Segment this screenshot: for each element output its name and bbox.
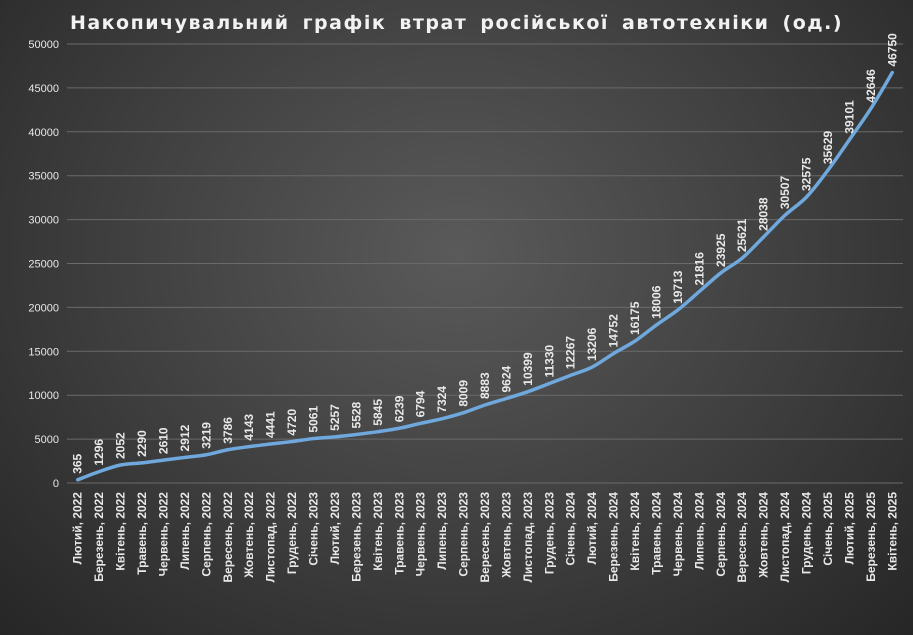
x-tick-label: Квітень, 2022 [114,492,128,571]
x-tick-label: Листопад, 2024 [778,492,792,583]
x-tick-label: Вересень, 2023 [478,492,492,583]
y-tick-label: 0 [53,478,59,490]
x-tick-label: Січень, 2023 [307,492,321,566]
data-label: 5845 [371,399,385,426]
x-tick-label: Березень, 2025 [864,492,878,582]
series-group [75,70,895,482]
data-label: 2052 [114,432,128,459]
y-tick-label: 20000 [28,302,59,314]
data-label: 4720 [285,409,299,436]
y-tick-label: 5000 [35,434,59,446]
x-tick-label: Грудень, 2023 [542,492,556,574]
x-tick-label: Червень, 2022 [156,492,170,577]
data-label: 19713 [671,270,685,304]
x-tick-label: Серпень, 2023 [457,492,471,577]
x-tick-label: Березень, 2022 [92,492,106,582]
gridlines [67,43,903,484]
x-tick-label: Серпень, 2022 [199,492,213,577]
x-tick-label: Січень, 2025 [821,492,835,566]
data-label: 13206 [585,327,599,361]
data-label: 7324 [435,386,449,413]
x-tick-label: Березень, 2024 [607,492,621,582]
data-label: 35629 [821,130,835,164]
data-label: 5061 [307,406,321,433]
x-tick-label: Травень, 2022 [135,492,149,575]
y-tick-label: 25000 [28,259,59,271]
y-tick-label: 50000 [28,39,59,51]
data-label: 30507 [778,175,792,209]
data-labels: 365 1296 2052 2290 2610 2912 3219 3786 4143 4441 4… [71,33,900,474]
x-tick-label: Січень, 2024 [564,492,578,566]
x-tick-label: Березень, 2023 [349,492,363,582]
x-tick-label: Лютий, 2024 [585,492,599,565]
x-tick-label: Жовтень, 2024 [757,492,771,579]
data-label: 8883 [478,372,492,399]
data-label: 42646 [864,69,878,103]
x-tick-label: Вересень, 2024 [735,492,749,583]
data-label: 4143 [242,414,256,441]
data-label: 2290 [135,430,149,457]
y-tick-label: 45000 [28,83,59,95]
x-axis-ticks: Лютий, 2022 Березень, 2022 Квітень, 2022 Тр… [71,492,900,583]
x-tick-label: Лютий, 2023 [328,492,342,565]
data-label: 9624 [499,365,513,392]
data-label: 14752 [607,314,621,348]
data-label: 23925 [714,233,728,267]
x-tick-label: Травень, 2024 [649,492,663,575]
x-tick-label: Листопад, 2023 [521,492,535,583]
x-tick-label: Грудень, 2024 [800,492,814,574]
data-label: 365 [71,453,85,473]
x-tick-label: Квітень, 2023 [371,492,385,571]
y-tick-label: 40000 [28,127,59,139]
y-axis-ticks: 0 5000 10000 15000 20000 25000 30000 35000 40000… [28,39,59,490]
x-tick-label: Жовтень, 2023 [499,492,513,579]
data-label: 6794 [414,390,428,417]
x-tick-label: Жовтень, 2022 [242,492,256,579]
y-tick-label: 15000 [28,346,59,358]
x-tick-label: Лютий, 2022 [71,492,85,565]
data-label: 25621 [735,218,749,252]
x-tick-label: Липень, 2024 [692,492,706,570]
x-tick-label: Грудень, 2022 [285,492,299,574]
data-label: 3786 [221,417,235,444]
data-label: 11330 [542,344,556,377]
data-label: 28038 [757,197,771,231]
x-tick-label: Лютий, 2025 [842,492,856,565]
chart-title: Накопичувальний графік втрат російської … [69,12,844,34]
data-label: 46750 [885,33,899,67]
y-tick-label: 30000 [28,215,59,227]
data-label: 10399 [521,352,535,386]
x-tick-label: Червень, 2023 [414,492,428,577]
x-tick-label: Серпень, 2024 [714,492,728,577]
x-tick-label: Квітень, 2024 [628,492,642,571]
data-label: 39101 [842,100,856,134]
data-label: 5528 [349,401,363,428]
data-label: 3219 [199,422,213,449]
data-label: 8009 [457,380,471,407]
x-tick-label: Травень, 2023 [392,492,406,575]
data-label: 18006 [649,285,663,319]
y-tick-label: 10000 [28,390,59,402]
x-tick-label: Листопад, 2022 [264,492,278,583]
data-label: 16175 [628,301,642,335]
x-tick-label: Квітень, 2025 [885,492,899,571]
data-label: 2912 [178,424,192,451]
data-label: 6239 [392,395,406,422]
data-label: 5257 [328,404,342,431]
series-line [75,70,895,482]
data-label: 1296 [92,439,106,466]
data-label: 32575 [800,157,814,191]
data-label: 2610 [156,427,170,454]
x-tick-label: Вересень, 2022 [221,492,235,583]
data-label: 4441 [264,411,278,438]
x-tick-label: Липень, 2023 [435,492,449,570]
y-tick-label: 35000 [28,171,59,183]
data-label: 21816 [692,252,706,286]
x-tick-label: Липень, 2022 [178,492,192,570]
data-label: 12267 [564,336,578,370]
x-tick-label: Червень, 2024 [671,492,685,577]
